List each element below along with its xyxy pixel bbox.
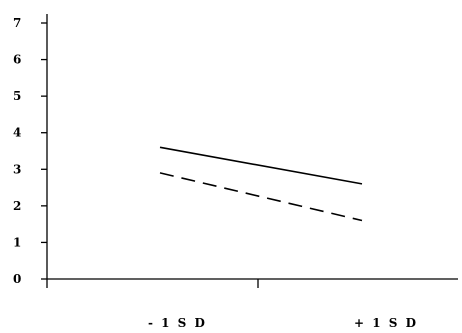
y-axis-ticks: 0 1 2 3 4 5 6 7 <box>13 16 47 286</box>
y-tick-label: 6 <box>13 53 21 67</box>
y-tick-label: 1 <box>13 235 21 249</box>
y-tick-label: 3 <box>13 162 21 176</box>
y-tick-label: 2 <box>13 199 21 213</box>
x-category-label: - 1 S D <box>148 316 207 330</box>
y-tick-label: 7 <box>13 16 21 30</box>
y-tick-label: 5 <box>13 89 21 103</box>
y-tick-label: 4 <box>13 126 21 140</box>
x-axis-ticks: - 1 S D + 1 S D <box>46 279 418 330</box>
axes <box>46 14 458 280</box>
series-line-dashed <box>159 172 363 222</box>
y-tick-label: 0 <box>13 272 21 286</box>
series-lines <box>159 146 363 222</box>
series-line-solid <box>159 146 363 185</box>
x-category-label: + 1 S D <box>354 316 418 330</box>
